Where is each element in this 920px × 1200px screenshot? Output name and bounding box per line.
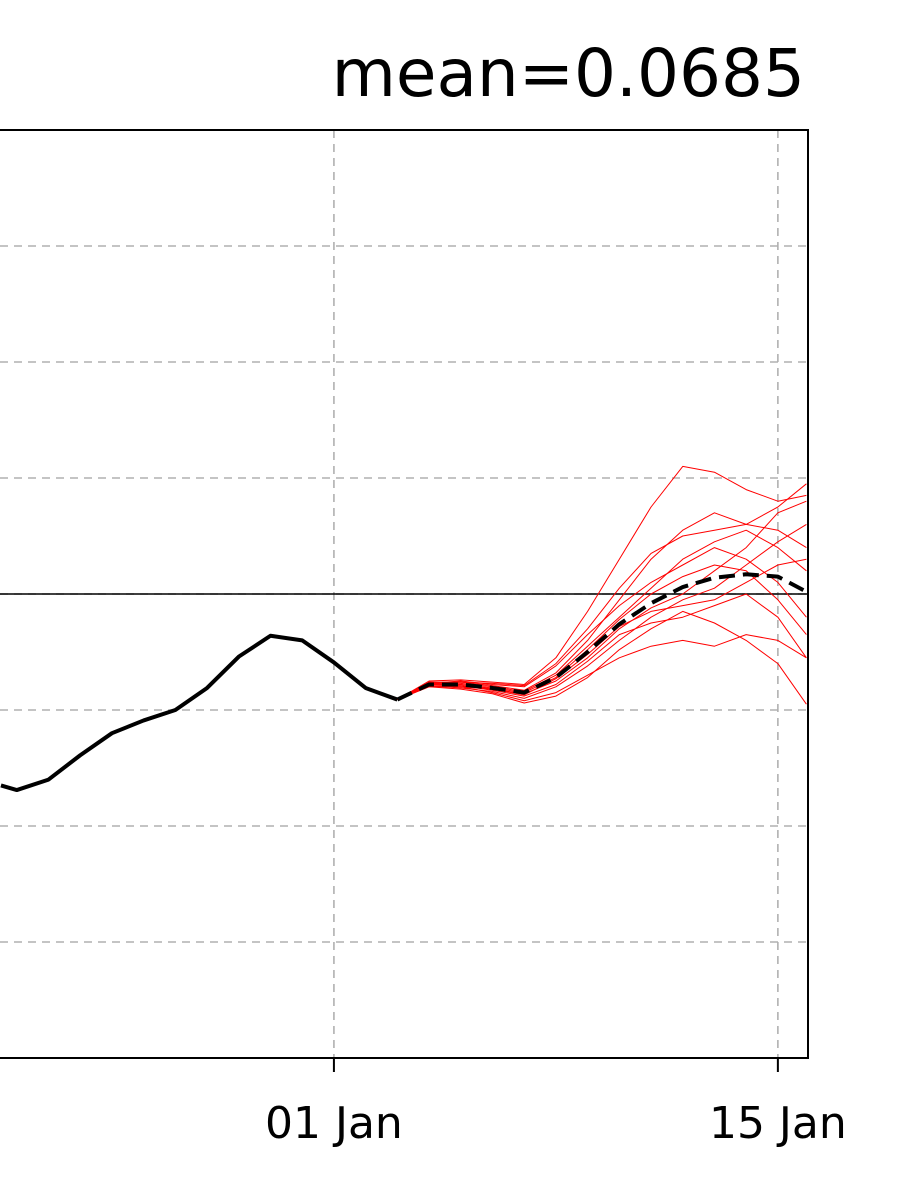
series-line [397, 547, 807, 701]
series-line [397, 558, 807, 701]
series-line [396, 572, 808, 702]
chart-title: mean=0.0685 [332, 35, 805, 112]
plot-frame [0, 129, 809, 1059]
series-line [397, 564, 807, 701]
series-line [0, 633, 399, 793]
x-tick-label: 15 Jan [709, 1098, 847, 1149]
series-line [397, 465, 807, 700]
x-tick-label: 01 Jan [265, 1098, 403, 1149]
series-line [397, 634, 807, 702]
series-line [397, 610, 807, 705]
series-line [397, 523, 807, 700]
series-line [397, 500, 807, 701]
series-line [397, 529, 807, 700]
series-line [397, 523, 807, 701]
